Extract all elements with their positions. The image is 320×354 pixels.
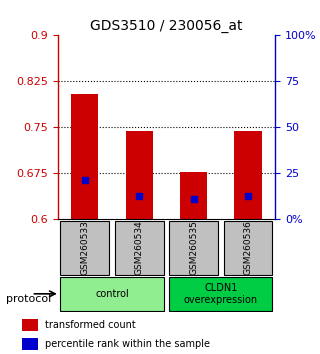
Text: transformed count: transformed count: [45, 320, 136, 330]
Text: control: control: [95, 289, 129, 299]
FancyBboxPatch shape: [60, 277, 164, 311]
Text: GSM260536: GSM260536: [244, 220, 252, 275]
Bar: [22, 319, 38, 331]
Bar: [126, 131, 153, 219]
FancyBboxPatch shape: [169, 277, 273, 311]
Title: GDS3510 / 230056_at: GDS3510 / 230056_at: [90, 19, 243, 33]
Text: GSM260535: GSM260535: [189, 220, 198, 275]
Text: GSM260533: GSM260533: [80, 220, 89, 275]
Bar: [71, 94, 99, 219]
Bar: [235, 131, 262, 219]
Text: CLDN1
overexpression: CLDN1 overexpression: [184, 283, 258, 305]
FancyBboxPatch shape: [169, 221, 218, 275]
Text: GSM260534: GSM260534: [135, 221, 144, 275]
Bar: [180, 172, 207, 219]
Bar: [22, 338, 38, 350]
Text: percentile rank within the sample: percentile rank within the sample: [45, 339, 210, 349]
Text: protocol: protocol: [6, 294, 52, 304]
FancyBboxPatch shape: [224, 221, 273, 275]
FancyBboxPatch shape: [60, 221, 109, 275]
FancyBboxPatch shape: [115, 221, 164, 275]
